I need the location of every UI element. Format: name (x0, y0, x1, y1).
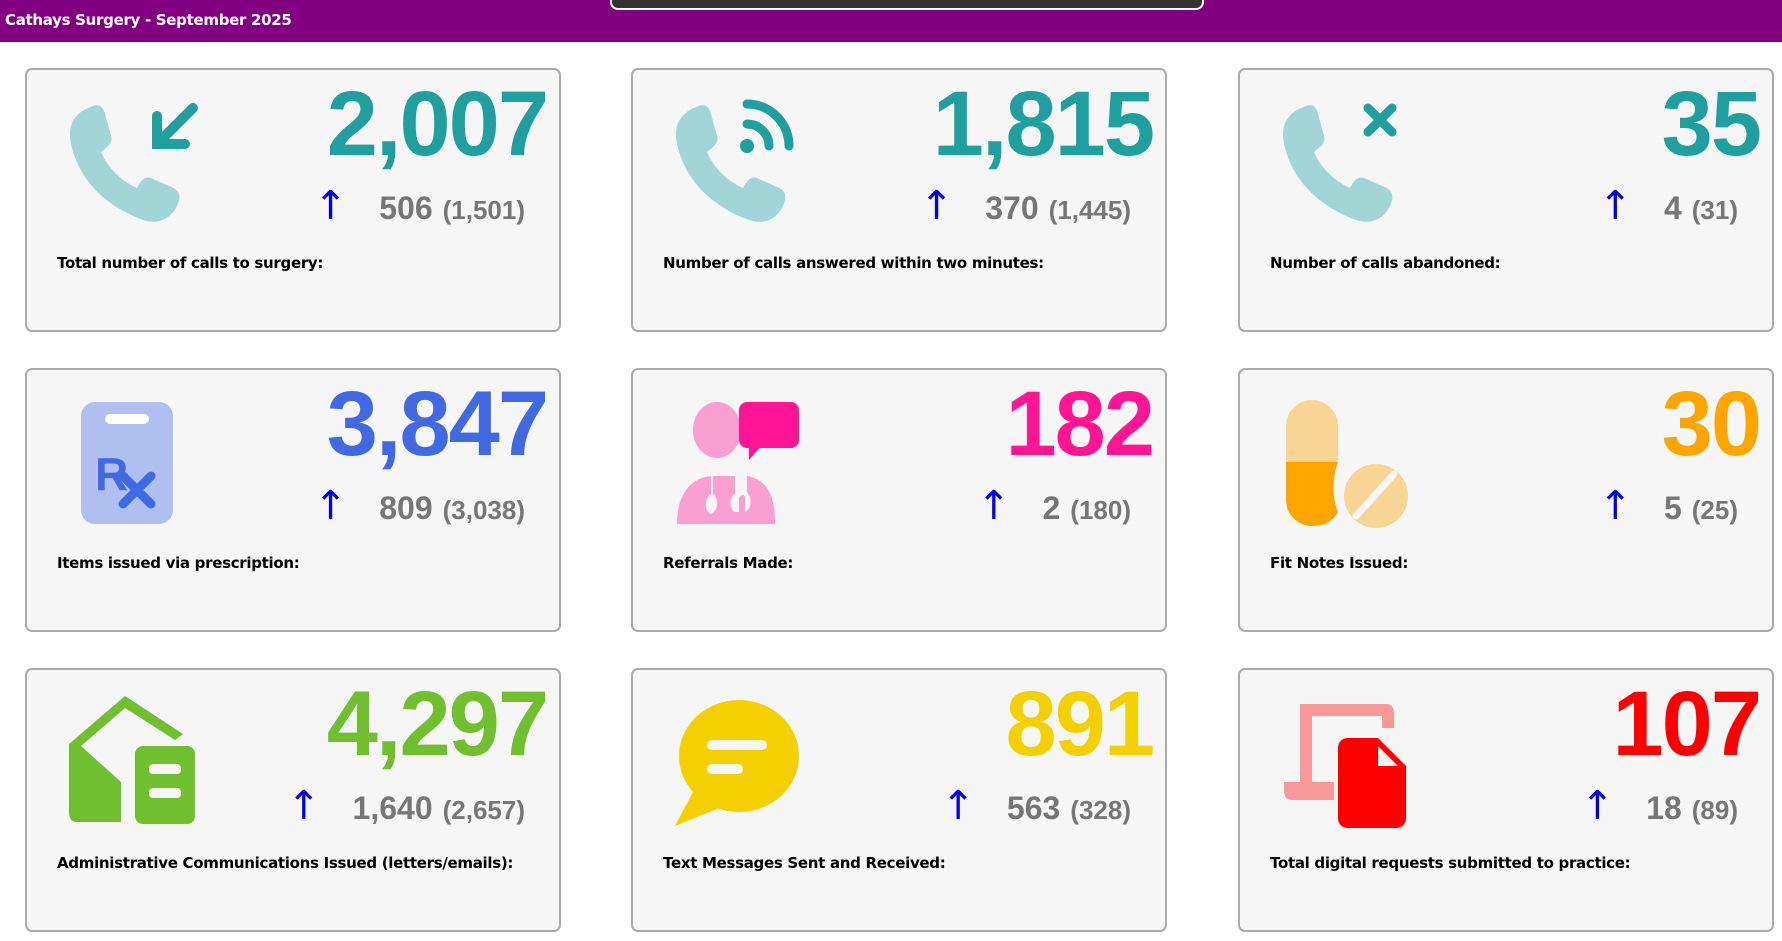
arrow-up-icon: ↑ (941, 783, 975, 829)
stat-label: Referrals Made: (663, 554, 794, 572)
stat-value: 182 (1005, 373, 1155, 475)
previous-value: (1,445) (1048, 195, 1131, 225)
change-value: 5 (1663, 490, 1682, 526)
stat-change: ↑ 5 (25) (1598, 486, 1738, 527)
previous-value: (1,501) (442, 195, 525, 225)
call-abandoned-icon (1278, 94, 1414, 230)
window-tab-handle[interactable] (610, 0, 1204, 10)
stat-change: ↑ 563 (328) (941, 786, 1131, 827)
stat-value: 1,815 (932, 73, 1155, 175)
doctor-consult-icon (671, 394, 807, 530)
stat-change: ↑ 370 (1,445) (920, 186, 1131, 227)
previous-value: (2,657) (442, 795, 525, 825)
arrow-up-icon: ↑ (1580, 783, 1615, 829)
previous-value: (328) (1070, 795, 1131, 825)
stat-card-total-calls: 2,007 ↑ 506 (1,501) Total number of calls … (25, 68, 561, 332)
change-value: 4 (1663, 190, 1682, 226)
stat-change: ↑ 2 (180) (977, 486, 1131, 527)
stat-value: 2,007 (326, 73, 549, 175)
arrow-up-icon: ↑ (1598, 483, 1632, 529)
change-value: 563 (1006, 790, 1061, 826)
stat-value: 30 (1661, 373, 1762, 475)
arrow-up-icon: ↑ (287, 783, 321, 829)
stat-label: Text Messages Sent and Received: (663, 854, 946, 872)
arrow-up-icon: ↑ (313, 483, 348, 529)
stat-label: Fit Notes Issued: (1270, 554, 1409, 572)
stat-card-fit-notes: 30 ↑ 5 (25) Fit Notes Issued: (1238, 368, 1774, 632)
arrow-up-icon: ↑ (313, 183, 348, 229)
change-value: 506 (379, 190, 433, 226)
stat-card-referrals: 182 ↑ 2 (180) Referrals Made: (631, 368, 1167, 632)
chat-bubble-icon (671, 694, 807, 830)
call-answered-icon (671, 94, 807, 230)
change-value: 2 (1042, 490, 1061, 526)
stat-label: Total number of calls to surgery: (57, 254, 324, 272)
incoming-call-icon (65, 94, 201, 230)
change-value: 370 (985, 190, 1039, 226)
pills-icon (1278, 394, 1414, 530)
stat-card-calls-abandoned: 35 ↑ 4 (31) Number of calls abandoned: (1238, 68, 1774, 332)
page-title: Cathays Surgery - September 2025 (5, 11, 292, 29)
previous-value: (31) (1691, 195, 1738, 225)
stat-change: ↑ 506 (1,501) (314, 186, 525, 227)
change-value: 18 (1646, 790, 1682, 826)
stat-change: ↑ 4 (31) (1598, 186, 1738, 227)
stat-card-admin-communications: 4,297 ↑ 1,640 (2,657) Administrative Commu… (25, 668, 561, 932)
stat-value: 3,847 (326, 373, 549, 475)
prescription-icon: R (65, 394, 201, 530)
arrow-up-icon: ↑ (976, 483, 1011, 529)
stat-label: Number of calls abandoned: (1270, 254, 1501, 272)
stat-value: 891 (1005, 673, 1155, 775)
stat-label: Total digital requests submitted to prac… (1270, 854, 1631, 872)
stat-change: ↑ 809 (3,038) (314, 486, 525, 527)
stat-value: 107 (1612, 673, 1762, 775)
previous-value: (3,038) (442, 495, 525, 525)
stat-change: ↑ 18 (89) (1581, 786, 1738, 827)
stat-label: Number of calls answered within two minu… (663, 254, 1044, 272)
stat-label: Administrative Communications Issued (le… (57, 854, 514, 872)
previous-value: (89) (1691, 795, 1738, 825)
stat-value: 4,297 (326, 673, 549, 775)
previous-value: (180) (1070, 495, 1131, 525)
stat-card-digital-requests: 107 ↑ 18 (89) Total digital requests submi… (1238, 668, 1774, 932)
previous-value: (25) (1691, 495, 1738, 525)
stat-value: 35 (1661, 73, 1762, 175)
digital-request-icon (1278, 694, 1414, 830)
stat-change: ↑ 1,640 (2,657) (287, 786, 525, 827)
stat-card-prescriptions: R 3,847 ↑ 809 (3,038) Items issued via pre… (25, 368, 561, 632)
stat-card-text-messages: 891 ↑ 563 (328) Text Messages Sent and Rec… (631, 668, 1167, 932)
arrow-up-icon: ↑ (1598, 183, 1632, 229)
stat-card-calls-answered: 1,815 ↑ 370 (1,445) Number of calls answer… (631, 68, 1167, 332)
change-value: 809 (379, 490, 433, 526)
change-value: 1,640 (352, 790, 433, 826)
arrow-up-icon: ↑ (919, 183, 954, 229)
header-bar: Cathays Surgery - September 2025 (0, 0, 1782, 42)
stat-label: Items issued via prescription: (57, 554, 300, 572)
house-letter-icon (65, 694, 201, 830)
